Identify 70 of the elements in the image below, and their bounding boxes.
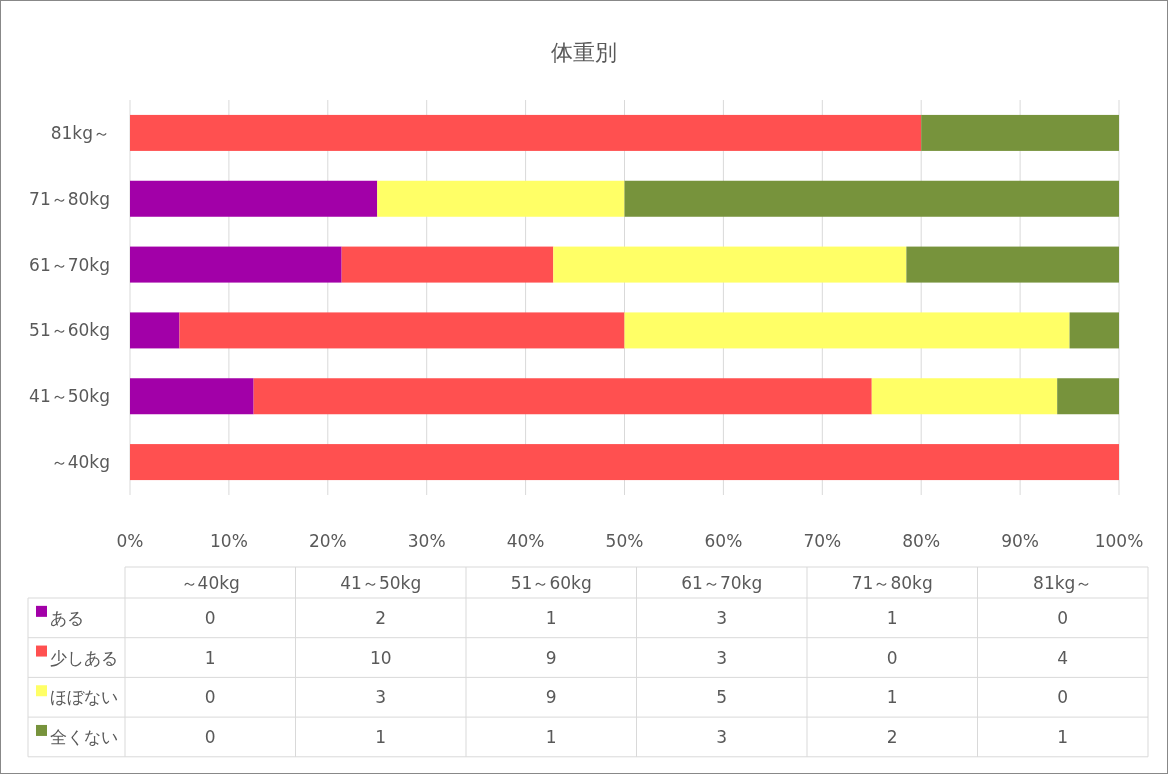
bar [341,246,554,283]
legend-label: 少しある [50,647,118,668]
bar [1057,378,1119,415]
bar [921,114,1119,151]
data-label: 3 [375,687,387,708]
y-tick-label: ～40kg [50,452,110,473]
data-label: 3 [716,726,728,747]
x-tick-label: 100% [1094,531,1144,551]
bar [624,312,1070,349]
bar [906,246,1119,283]
data-label: 0 [1057,607,1069,628]
x-tick-label: 40% [506,531,545,551]
data-label: 3 [716,607,728,628]
data-label: 1 [204,647,216,668]
legend-label: ほぼない [50,687,118,708]
bar [553,246,907,283]
category-label: 41～50kg [340,572,422,593]
y-tick-label: 61～70kg [29,254,110,275]
bar [130,444,1119,481]
data-label: 1 [545,607,557,628]
data-label: 0 [886,647,898,668]
data-label: 0 [204,607,216,628]
bar [1069,312,1119,349]
data-label: 2 [375,607,387,628]
y-tick-label: 71～80kg [29,188,110,209]
bar [130,378,254,415]
bar [377,180,625,217]
bar [130,312,180,349]
data-label: 10 [369,647,392,668]
data-label: 1 [886,687,898,708]
category-label: 61～70kg [681,572,763,593]
data-label: 5 [716,687,728,708]
bar [130,114,922,151]
bar [253,378,872,415]
data-label: 0 [1057,687,1069,708]
x-tick-label: 70% [803,531,842,551]
legend-label: ある [50,607,84,628]
data-label: 1 [375,726,387,747]
x-tick-label: 50% [605,531,644,551]
category-label: 81kg～ [1033,572,1093,593]
category-label: ～40kg [180,572,240,593]
data-label: 3 [716,647,728,668]
data-label: 4 [1057,647,1069,668]
x-tick-label: 80% [902,531,941,551]
data-label: 9 [545,647,557,668]
category-label: 71～80kg [851,572,933,593]
chart-title: 体重別 [551,39,617,65]
x-tick-label: 20% [308,531,347,551]
x-tick-label: 30% [407,531,446,551]
bar [179,312,625,349]
category-label: 51～60kg [510,572,592,593]
x-tick-label: 60% [704,531,743,551]
x-tick-label: 90% [1001,531,1039,551]
data-label: 2 [886,726,898,747]
x-tick-label: 0% [116,531,144,551]
data-label: 1 [886,607,898,628]
data-label: 0 [204,726,216,747]
data-label: 1 [1057,726,1069,747]
x-tick-label: 10% [210,531,248,551]
data-label: 1 [545,726,557,747]
y-tick-label: 51～60kg [29,320,110,341]
bar [871,378,1058,415]
data-label: 0 [204,687,216,708]
bar [130,246,342,283]
bar [624,180,1119,217]
y-tick-label: 41～50kg [29,386,110,407]
bar [130,180,378,217]
data-label: 9 [545,687,557,708]
y-tick-label: 81kg～ [50,122,110,143]
legend-label: 全くない [50,726,118,747]
